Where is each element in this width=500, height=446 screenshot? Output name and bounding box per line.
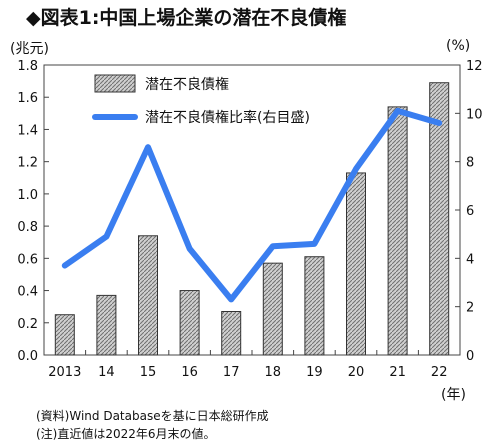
left-axis-unit: (兆元) xyxy=(10,41,49,57)
x-tick-label: 14 xyxy=(98,365,115,380)
x-tick-label: 2013 xyxy=(48,365,81,380)
right-tick-label: 6 xyxy=(466,204,474,219)
left-tick-label: 1.6 xyxy=(17,91,38,106)
right-tick-label: 8 xyxy=(466,156,474,171)
bar-series xyxy=(54,82,450,356)
x-tick-label: 16 xyxy=(181,365,198,380)
right-tick-label: 0 xyxy=(466,349,474,364)
x-tick-label: 17 xyxy=(223,365,240,380)
bar-19 xyxy=(304,256,325,356)
right-axis-ticks: 0 2 4 6 8 10 12 xyxy=(455,59,483,364)
source-note: (資料)Wind Databaseを基に日本総研作成 xyxy=(36,409,269,423)
x-tick-label: 22 xyxy=(431,365,448,380)
left-tick-label: 0.0 xyxy=(17,349,38,364)
left-tick-label: 1.2 xyxy=(17,156,38,171)
bar-17 xyxy=(221,311,242,356)
bar-16 xyxy=(179,290,200,356)
bar-22 xyxy=(429,82,450,356)
x-tick-label: 15 xyxy=(140,365,157,380)
left-tick-label: 1.0 xyxy=(17,188,38,203)
left-tick-label: 0.2 xyxy=(17,317,38,332)
left-tick-label: 0.4 xyxy=(17,285,38,300)
footnote: (注)直近値は2022年6月末の値。 xyxy=(36,427,216,441)
bar-18 xyxy=(262,262,283,356)
x-axis-unit: (年) xyxy=(441,387,466,403)
legend-line-label: 潜在不良債権比率(右目盛) xyxy=(145,109,310,126)
bar-20 xyxy=(346,172,366,356)
left-axis-ticks: 0.0 0.2 0.4 0.6 0.8 1.0 1.2 1.4 1.6 1.8 xyxy=(17,59,49,364)
bar-14 xyxy=(96,294,117,356)
right-tick-label: 4 xyxy=(466,252,474,267)
legend-bar-label: 潜在不良債権 xyxy=(145,76,229,93)
right-tick-label: 10 xyxy=(466,107,483,122)
right-tick-label: 12 xyxy=(466,59,483,74)
bar-15 xyxy=(138,235,158,356)
left-tick-label: 0.6 xyxy=(17,252,38,267)
left-tick-label: 1.8 xyxy=(17,59,38,74)
x-tick-label: 18 xyxy=(265,365,282,380)
left-tick-label: 1.4 xyxy=(17,123,38,138)
legend: 潜在不良債権 潜在不良債権比率(右目盛) xyxy=(92,74,310,126)
right-tick-label: 2 xyxy=(466,301,474,316)
chart-title: ◆図表1:中国上場企業の潜在不良債権 xyxy=(26,7,347,29)
x-tick-label: 19 xyxy=(306,365,323,380)
right-axis-unit: (%) xyxy=(446,38,471,54)
ratio-line xyxy=(61,107,443,303)
legend-bar-swatch xyxy=(94,74,136,93)
x-axis-ticks: 2013 14 15 16 17 18 19 20 21 22 xyxy=(43,350,461,380)
x-tick-label: 21 xyxy=(389,365,406,380)
left-tick-label: 0.8 xyxy=(17,220,38,235)
line-series xyxy=(61,107,443,303)
bar-2013 xyxy=(54,314,75,356)
bar-21 xyxy=(387,106,408,356)
x-tick-label: 20 xyxy=(348,365,365,380)
